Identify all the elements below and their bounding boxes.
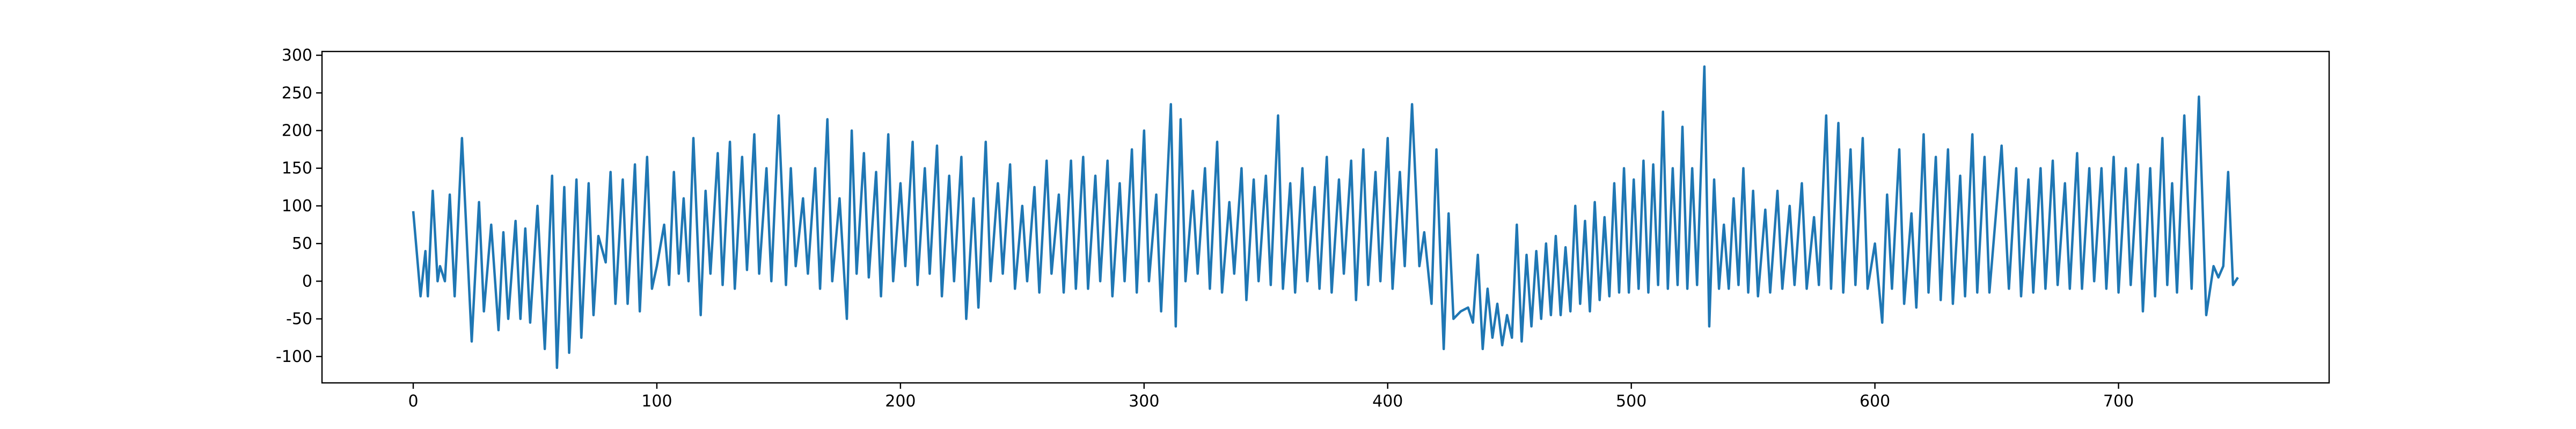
y-tick-label: -50	[286, 310, 312, 329]
x-tick-label: 500	[1616, 392, 1646, 411]
x-tick-label: 400	[1372, 392, 1403, 411]
y-tick-label: 100	[282, 197, 312, 216]
x-tick-label: 200	[885, 392, 916, 411]
y-tick-label: 250	[282, 84, 312, 102]
plot-frame	[321, 50, 2330, 384]
y-tick-label: -100	[276, 347, 312, 366]
x-tick-label: 0	[408, 392, 418, 411]
y-tick-label: 150	[282, 159, 312, 178]
x-tick-label: 100	[641, 392, 672, 411]
y-tick-label: 0	[302, 272, 312, 291]
y-tick-label: 50	[292, 234, 312, 253]
x-tick-label: 300	[1129, 392, 1159, 411]
data-line	[412, 65, 2239, 369]
x-tick-label: 700	[2103, 392, 2134, 411]
x-tick-label: 600	[1860, 392, 1890, 411]
y-tick-label: 300	[282, 46, 312, 65]
y-tick-label: 200	[282, 121, 312, 140]
